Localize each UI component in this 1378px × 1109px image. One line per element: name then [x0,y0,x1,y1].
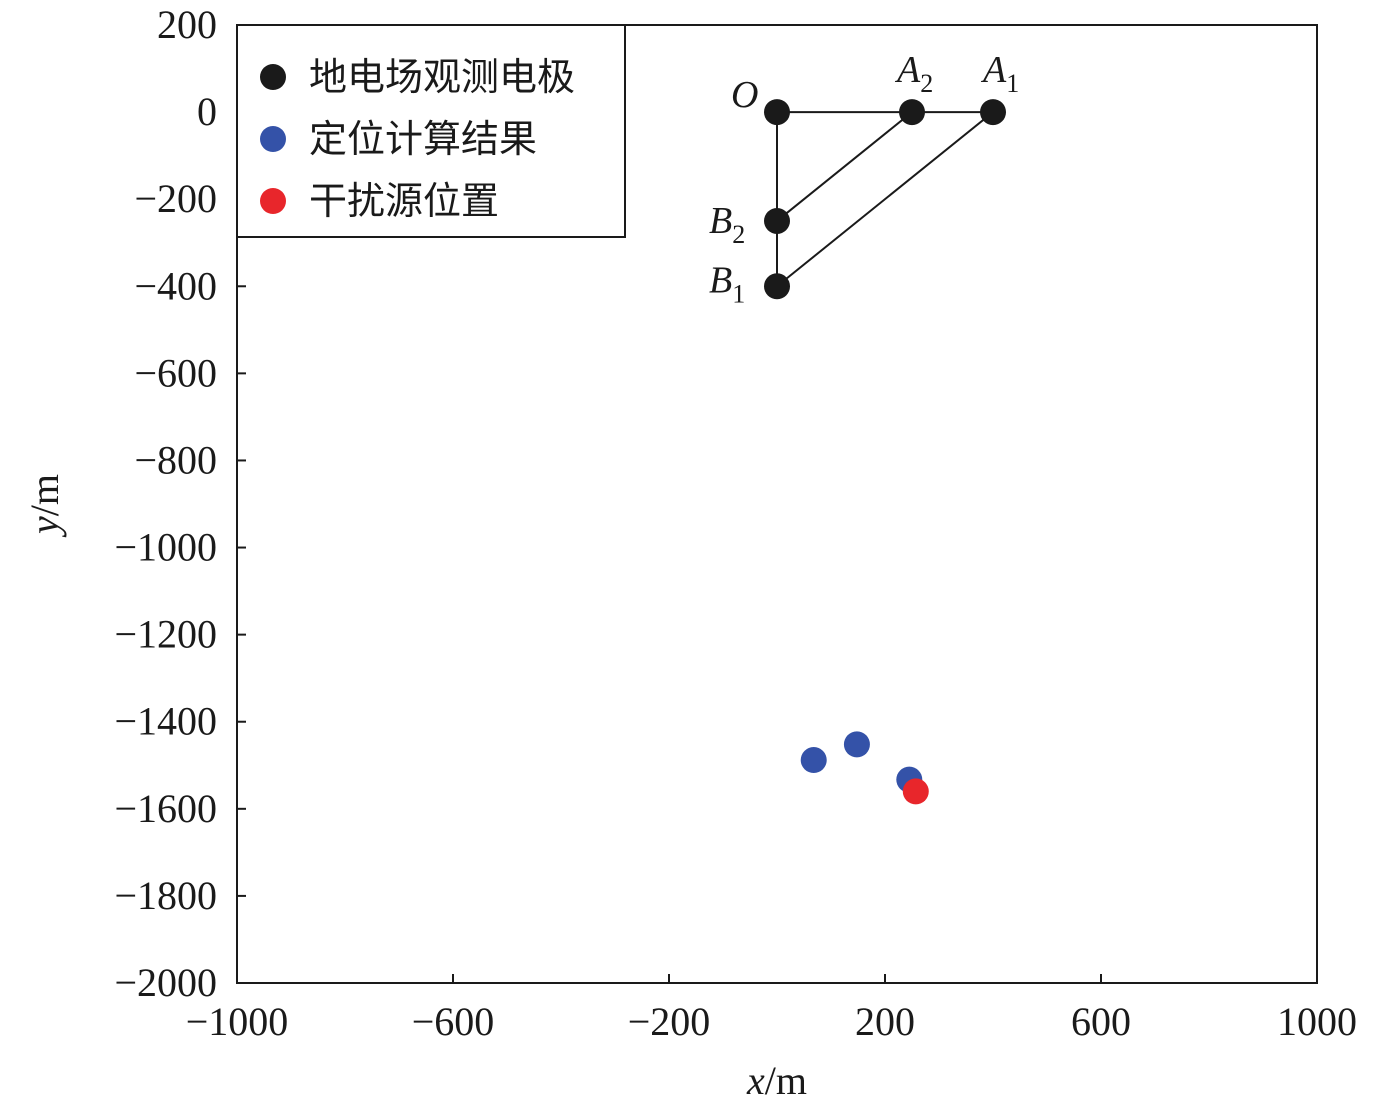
x-tick-label: −1000 [186,999,289,1044]
y-tick-label: −600 [134,350,217,395]
series-2-point [902,778,929,805]
connection-line [776,111,913,222]
legend-entry: 干扰源位置 [309,179,499,223]
legend-box [236,24,626,238]
y-tick-label: −2000 [114,960,217,1005]
series-0-point [899,99,925,126]
x-tick-label: 1000 [1277,999,1357,1044]
electrode-label: A1 [980,49,1019,98]
y-tick-label: −1800 [114,873,217,918]
x-axis-label: x/m [746,1058,807,1103]
y-tick-label: 200 [157,2,217,47]
series-0-point [764,207,790,234]
x-tick-label: −600 [412,999,495,1044]
y-axis-label: y/m [22,474,67,538]
series-0-point [764,273,790,300]
y-tick-label: 0 [197,89,217,134]
legend-marker [260,188,286,214]
axis-ticks: −1000 −600 −200 200 600 1000 200 0 −200 −400 −600 −… [114,2,1357,1044]
electrode-label: O [731,74,758,116]
y-tick-label: −1400 [114,699,217,744]
plot-frame [236,24,1318,984]
electrode-label: B2 [709,200,745,249]
y-tick-label: −800 [134,437,217,482]
y-tick-label: −200 [134,176,217,221]
y-tick-label: −1000 [114,525,217,570]
x-tick-label: −200 [628,999,711,1044]
electrode-label: B1 [709,259,745,308]
electrode-labels: O A2 A1 B2 B1 [709,49,1019,308]
legend-marker [260,126,286,152]
axis-labels: x/m y/m [22,474,807,1103]
series-1-point [843,731,870,758]
series-0-point [980,99,1006,126]
electrode-label: A2 [894,49,933,98]
y-tick-label: −1600 [114,786,217,831]
y-tick-label: −400 [134,263,217,308]
x-tick-label: 200 [855,999,915,1044]
legend-entry: 地电场观测电极 [309,55,575,99]
connection-line [776,111,994,288]
legend-marker [260,64,286,90]
data-points [764,99,1006,805]
y-tick-label: −1200 [114,612,217,657]
electrode-connections [776,111,994,288]
series-1-point [800,747,827,774]
legend-entry: 定位计算结果 [309,117,537,161]
x-tick-label: 600 [1071,999,1131,1044]
series-0-point [764,99,790,126]
